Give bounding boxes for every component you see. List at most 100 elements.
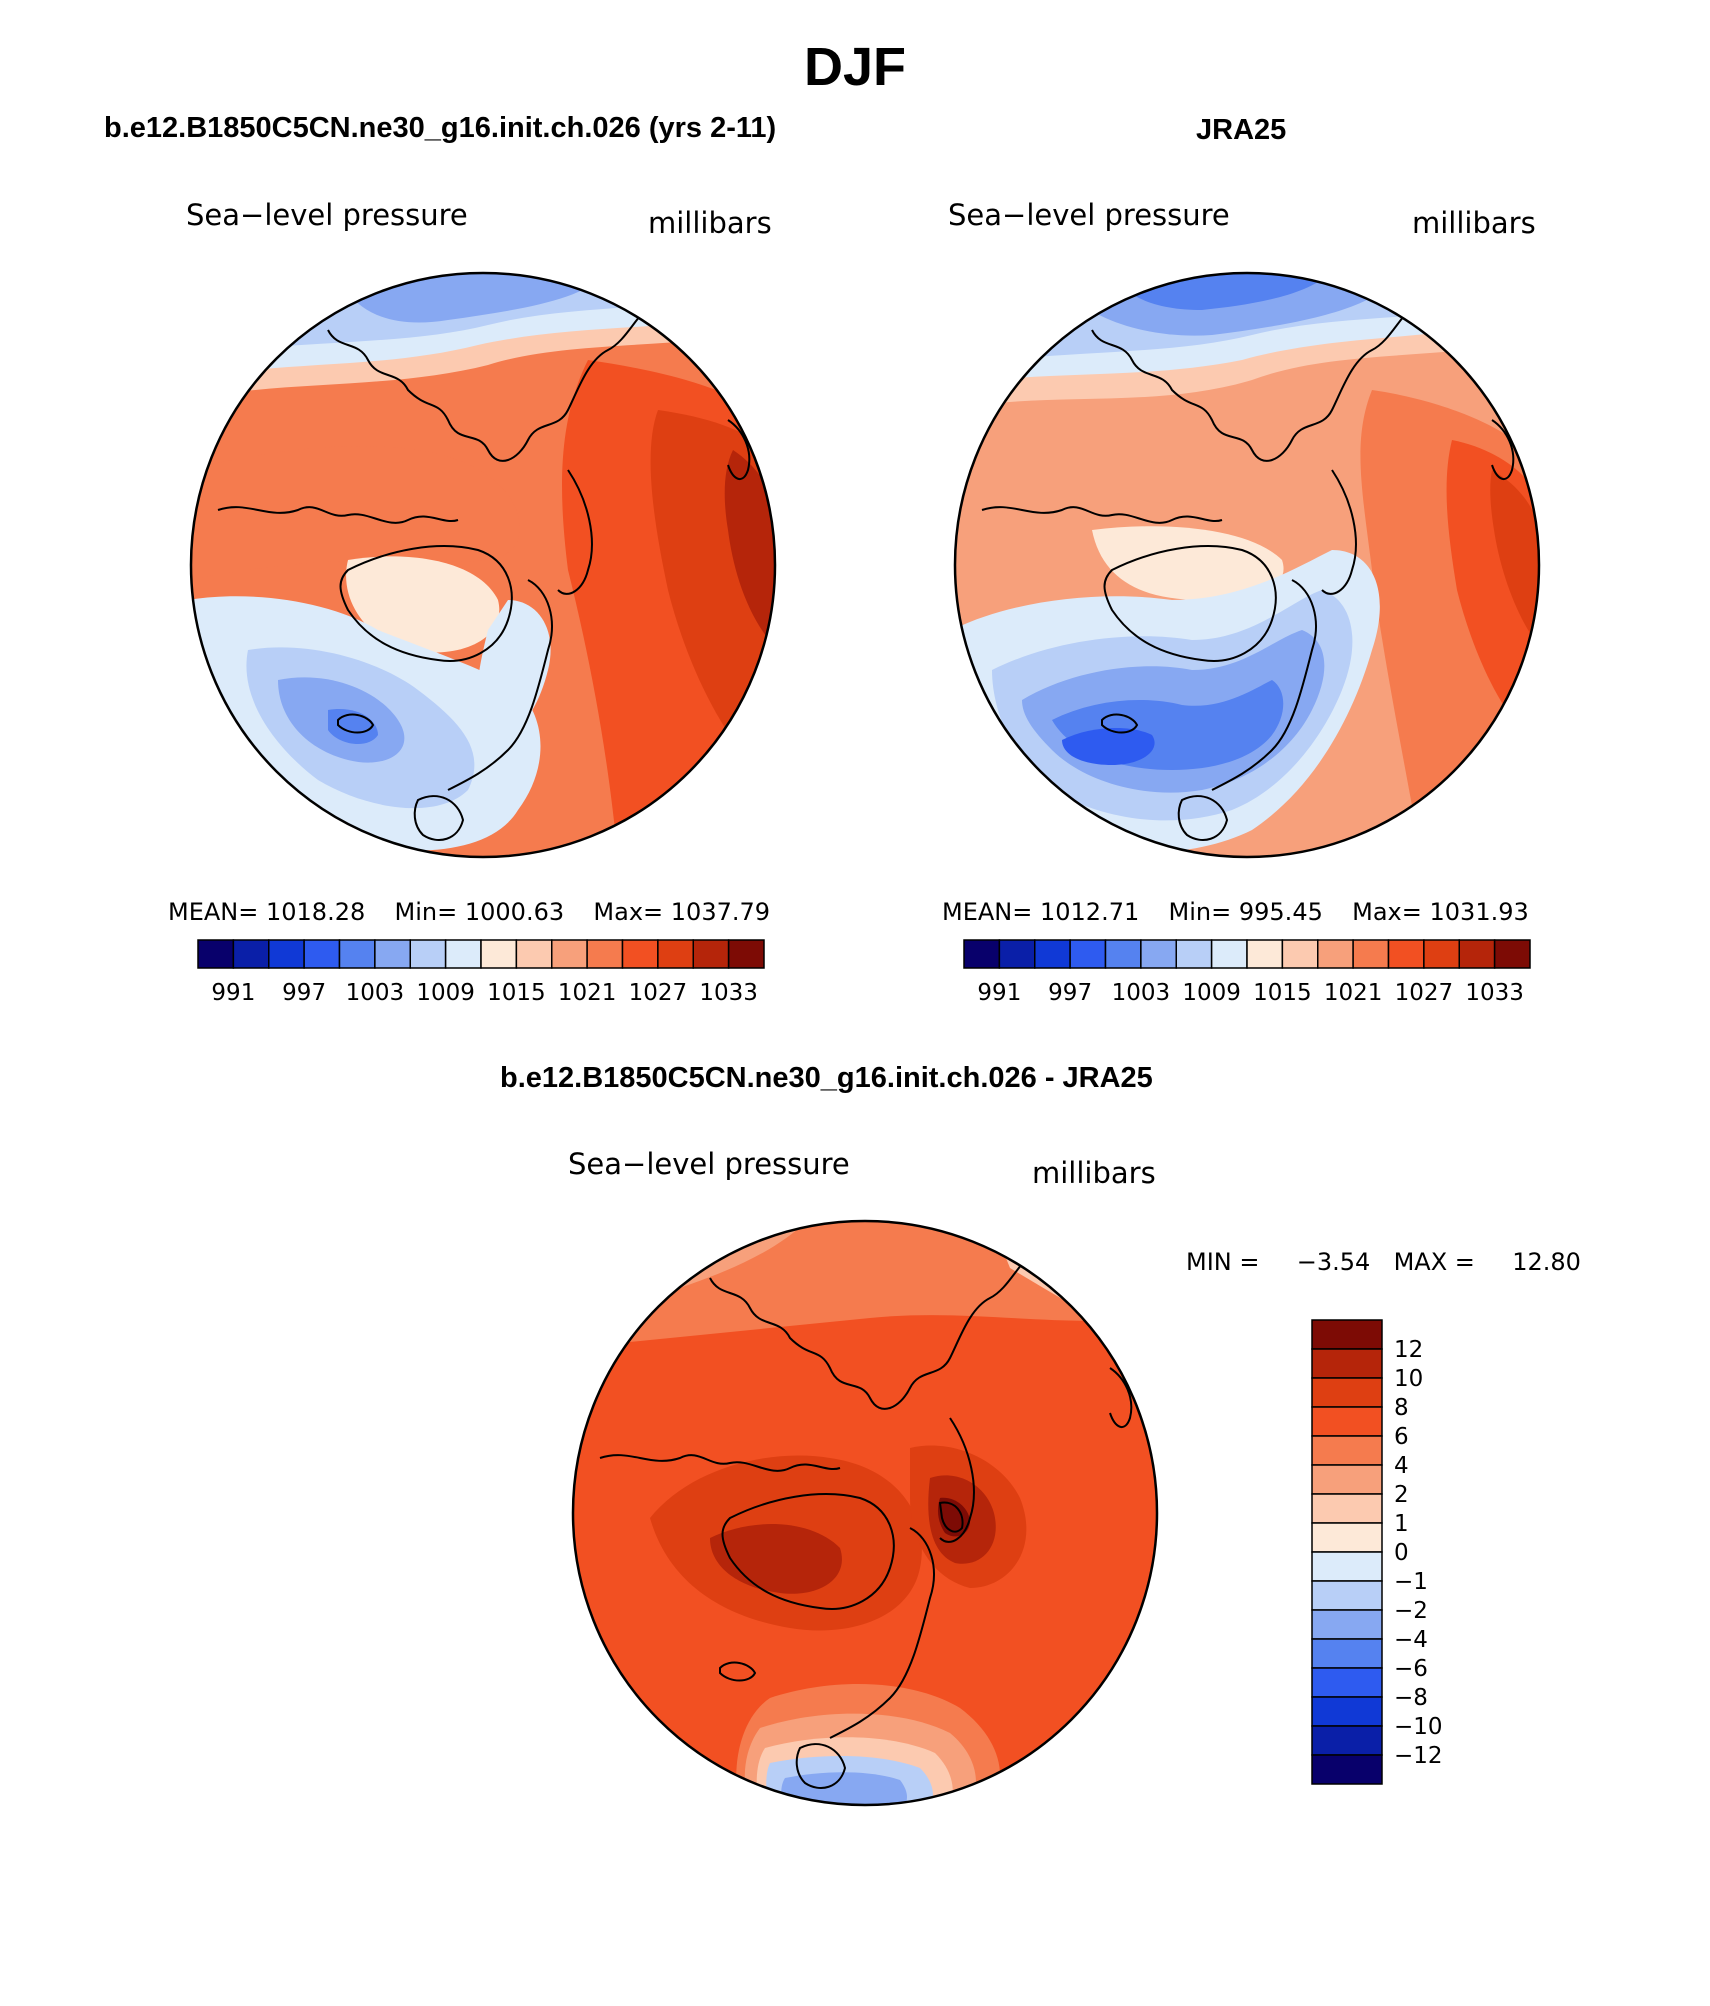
panel-3-colorbar-tick-label: 6 xyxy=(1394,1424,1409,1450)
panel-1-colorbar-tick-label: 1003 xyxy=(346,980,405,1006)
panel-2-min-value: 995.45 xyxy=(1238,898,1323,926)
panel-3-colorbar-swatch xyxy=(1311,1580,1383,1611)
panel-3-min-label: MIN = xyxy=(1186,1248,1260,1276)
panel-1-colorbar-swatch xyxy=(374,939,411,969)
panel-2-colorbar-swatch xyxy=(963,939,1001,969)
panel-2-colorbar-swatch xyxy=(1458,939,1496,969)
panel-2-colorbar-swatch xyxy=(1493,939,1531,969)
panel-2-colorbar-swatch xyxy=(1246,939,1284,969)
panel-3-colorbar-swatch xyxy=(1311,1638,1383,1669)
panel-2-colorbar-swatch xyxy=(1175,939,1213,969)
panel-2-colorbar-tick-label: 1009 xyxy=(1182,980,1241,1006)
panel-3-variable-label: Sea−level pressure xyxy=(568,1147,850,1181)
page-title: DJF xyxy=(803,37,906,97)
panel-1-colorbar-swatch xyxy=(197,939,235,969)
panel-1-colorbar-swatch xyxy=(232,939,270,969)
panel-2-colorbar-tick-label: 1027 xyxy=(1395,980,1454,1006)
panel-2-colorbar-swatch xyxy=(998,939,1036,969)
panel-1-colorbar-tick-label: 1015 xyxy=(487,980,546,1006)
panel-2-colorbar-swatch xyxy=(1387,939,1425,969)
panel-3-colorbar-swatch xyxy=(1311,1522,1383,1553)
panel-1-colorbar-swatch xyxy=(444,939,482,969)
panel-3-colorbar-tick-label: 1 xyxy=(1394,1511,1409,1537)
panel-1-title: b.e12.B1850C5CN.ne30_g16.init.ch.026 (yr… xyxy=(104,112,777,144)
panel-2-colorbar-swatch xyxy=(1210,939,1248,969)
panel-1-mean-label: MEAN= xyxy=(168,898,259,926)
panel-2-map xyxy=(953,271,1541,859)
panel-1-min-value: 1000.63 xyxy=(464,898,565,926)
panel-1-mean-value: 1018.28 xyxy=(266,898,366,926)
panel-3-map xyxy=(571,1219,1159,1807)
panel-1-max-label: Max= xyxy=(593,898,664,926)
panel-2-colorbar-swatch xyxy=(1104,939,1142,969)
panel-3-colorbar-tick-label: 4 xyxy=(1394,1453,1409,1479)
panel-3-colorbar-swatch xyxy=(1311,1551,1383,1582)
panel-1-colorbar-swatch xyxy=(480,939,518,969)
panel-3-colorbar-swatch xyxy=(1311,1667,1383,1698)
panel-2-title: JRA25 xyxy=(1196,114,1287,146)
panel-1-colorbar-swatch xyxy=(621,939,659,969)
panel-1-colorbar-tick-label: 991 xyxy=(211,980,255,1006)
panel-2-colorbar-tick-label: 1003 xyxy=(1112,980,1171,1006)
panel-1-stats: MEAN= 1018.28 Min= 1000.63 Max= 1037.79 xyxy=(168,898,770,926)
panel-3-units-label: millibars xyxy=(1032,1156,1156,1190)
panel-3-colorbar-swatch xyxy=(1311,1609,1383,1640)
panel-1-units-label: millibars xyxy=(648,206,772,240)
panel-3-colorbar-swatch xyxy=(1311,1754,1383,1785)
panel-2-colorbar-tick-label: 1015 xyxy=(1253,980,1312,1006)
panel-1-colorbar-tick-label: 1033 xyxy=(699,980,758,1006)
panel-2-colorbar-tick-label: 1021 xyxy=(1324,980,1383,1006)
panel-3-colorbar-tick-label: 0 xyxy=(1394,1540,1409,1566)
panel-3-colorbar-swatch xyxy=(1311,1464,1383,1495)
panel-2-stats: MEAN= 1012.71 Min= 995.45 Max= 1031.93 xyxy=(942,898,1529,926)
panel-2-min-label: Min= xyxy=(1168,898,1232,926)
panel-3-colorbar-tick-label: 8 xyxy=(1394,1395,1409,1421)
panel-2-colorbar-tick-label: 1033 xyxy=(1465,980,1524,1006)
panel-3-colorbar-swatch xyxy=(1311,1696,1383,1727)
panel-2-colorbar-swatch xyxy=(1281,939,1319,969)
panel-2-colorbar: 991 997 1003 1009 1015 1021 1027 1033 xyxy=(963,939,1531,1006)
panel-3-colorbar-swatch xyxy=(1311,1348,1383,1379)
panel-2-colorbar-tick-label: 991 xyxy=(977,980,1021,1006)
panel-3-colorbar-tick-label: −4 xyxy=(1394,1627,1428,1653)
panel-1-colorbar-tick-label: 1009 xyxy=(416,980,475,1006)
panel-2-colorbar-swatch xyxy=(1317,939,1354,969)
panel-3-colorbar-tick-label: −10 xyxy=(1394,1714,1443,1740)
panel-2-units-label: millibars xyxy=(1412,206,1536,240)
panel-1-colorbar: 991 997 1003 1009 1015 1021 1027 1033 xyxy=(197,939,765,1006)
panel-1-colorbar-swatch xyxy=(515,939,553,969)
panel-3-colorbar-swatch xyxy=(1311,1406,1383,1437)
panel-1-colorbar-swatch xyxy=(657,939,694,969)
panel-3-colorbar-tick-label: 12 xyxy=(1394,1337,1423,1363)
panel-2-mean-label: MEAN= xyxy=(942,898,1033,926)
panel-3-max-label: MAX = xyxy=(1393,1248,1475,1276)
panel-1-colorbar-tick-label: 1021 xyxy=(558,980,617,1006)
panel-2-max-value: 1031.93 xyxy=(1429,898,1529,926)
panel-1-colorbar-swatch xyxy=(338,939,376,969)
panel-1-colorbar-swatch xyxy=(692,939,730,969)
panel-2-max-label: Max= xyxy=(1352,898,1422,926)
panel-3-colorbar-swatch xyxy=(1311,1377,1383,1408)
panel-3-colorbar-tick-label: −2 xyxy=(1394,1598,1428,1624)
panel-3-colorbar-swatch xyxy=(1311,1319,1383,1350)
panel-3-colorbar-swatch xyxy=(1311,1493,1383,1524)
panel-1-colorbar-swatch xyxy=(409,939,447,969)
panel-1-colorbar-swatch xyxy=(727,939,765,969)
panel-2-colorbar-swatch xyxy=(1423,939,1460,969)
panel-2-colorbar-tick-label: 997 xyxy=(1048,980,1092,1006)
panel-1-colorbar-swatch xyxy=(268,939,305,969)
panel-2-colorbar-swatch xyxy=(1352,939,1390,969)
panel-1-colorbar-tick-label: 1027 xyxy=(629,980,688,1006)
panel-1-variable-label: Sea−level pressure xyxy=(186,198,468,232)
panel-1-map xyxy=(189,271,777,859)
panel-3-colorbar-tick-label: −12 xyxy=(1394,1743,1443,1769)
panel-3-max-value: 12.80 xyxy=(1512,1248,1581,1276)
panel-1-colorbar-swatch xyxy=(551,939,588,969)
panel-1-min-label: Min= xyxy=(394,898,458,926)
panel-2-variable-label: Sea−level pressure xyxy=(948,198,1230,232)
panel-3-colorbar-tick-label: 10 xyxy=(1394,1366,1423,1392)
panel-1-colorbar-swatch xyxy=(303,939,341,969)
panel-3-colorbar-tick-label: −1 xyxy=(1394,1569,1428,1595)
panel-3-title: b.e12.B1850C5CN.ne30_g16.init.ch.026 - J… xyxy=(500,1062,1153,1094)
